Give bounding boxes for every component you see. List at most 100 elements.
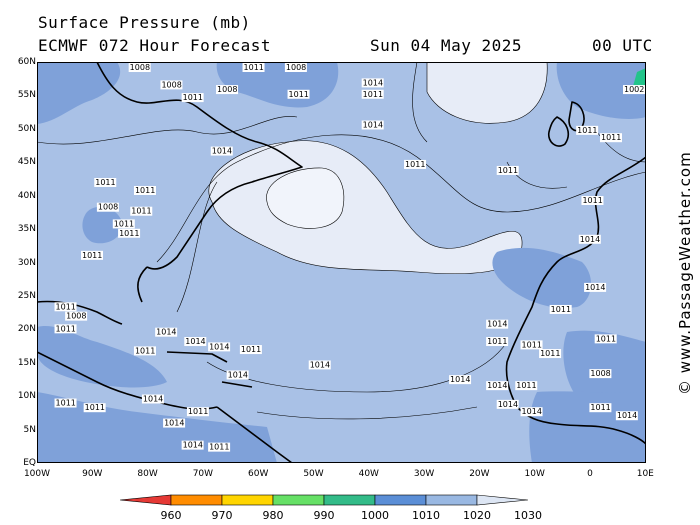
lon-label: 40W	[358, 469, 379, 479]
lat-label: 50N	[17, 123, 36, 134]
map-frame	[37, 62, 646, 463]
lon-label: 20W	[469, 469, 490, 479]
isobar-label-text: 1014	[450, 375, 470, 384]
isobar-label-text: 1011	[135, 186, 155, 195]
isobar-label-text: 1014	[580, 235, 600, 244]
isobar-label: 1008	[589, 369, 612, 379]
lat-label: EQ	[23, 458, 36, 468]
isobar-label: 1008	[96, 202, 119, 212]
isobar-label-text: 1011	[56, 399, 76, 408]
legend-label: 960	[160, 509, 182, 522]
lat-label: 40N	[17, 190, 36, 201]
isobar-label: 1008	[65, 311, 88, 321]
lon-label: 30W	[413, 469, 435, 479]
lon-label: 50W	[303, 469, 324, 479]
isobar-label: 1011	[520, 340, 543, 350]
isobar-label: 1011	[549, 304, 572, 314]
isobar-label: 1011	[496, 165, 519, 175]
isobar-label-text: 1011	[82, 251, 102, 260]
isobar-label: 1011	[81, 250, 104, 260]
isobar-label-text: 1011	[131, 207, 151, 216]
isobar-label-text: 1014	[617, 411, 637, 420]
legend-label: 990	[313, 509, 335, 522]
pressure-map[interactable]: 1008 1011 10081008101110081011101410111014…	[37, 62, 646, 463]
isobar-label: 1002	[623, 85, 645, 95]
isobar-label: 1011	[94, 177, 117, 187]
isobar-label: 1008	[128, 63, 151, 73]
isobar-label-text: 1011	[56, 324, 76, 333]
isobar-label-text: 1014	[487, 320, 507, 329]
valid-time: 00 UTC	[592, 36, 653, 55]
isobar-label-text: 1014	[156, 328, 176, 337]
lat-label: 55N	[17, 90, 36, 101]
isobar-label-text: 1011	[577, 126, 597, 135]
isobar-label: 1014	[578, 234, 601, 244]
isobar-label: 1014	[496, 399, 519, 409]
isobar-label-text: 1011	[183, 93, 203, 102]
isobar-label-text: 1011	[114, 219, 134, 228]
isobar-label-text: 1011	[56, 302, 76, 311]
isobar-label: 1011	[287, 89, 310, 99]
lon-label: 10W	[524, 469, 545, 479]
legend-label: 1010	[412, 509, 440, 522]
isobar-label: 1011	[361, 89, 384, 99]
isobar-label: 1011	[130, 206, 153, 216]
isobar-label: 1011	[539, 349, 562, 359]
isobar-label-text: 1008	[590, 369, 610, 378]
isobar-label-text: 1011	[551, 305, 571, 314]
isobar-label-text: 1011	[85, 403, 105, 412]
isobar-label: 1011	[54, 302, 77, 312]
isobar-label-text: 1014	[363, 78, 383, 87]
isobar-label-text: 1011	[582, 196, 602, 205]
lat-label: 30N	[17, 257, 36, 268]
legend-label: 970	[211, 509, 233, 522]
isobar-label: 1011	[486, 337, 509, 347]
isobar-label-text: 1014	[585, 283, 605, 292]
isobar-label: 1011	[112, 219, 135, 229]
legend-swatch	[170, 494, 223, 506]
isobar-label: 1011	[208, 442, 231, 452]
isobar-label: 1014	[486, 381, 509, 391]
isobar-label-text: 1008	[130, 63, 150, 72]
legend-label: 1030	[514, 509, 542, 522]
isobar-label: 1011	[242, 63, 265, 72]
lat-label: 20N	[17, 324, 36, 335]
isobar-label: 1011	[576, 126, 599, 135]
isobar-label-text: 1011	[540, 349, 560, 358]
isobar-label-text: 1011	[487, 337, 507, 346]
high-pressure-area	[208, 62, 548, 275]
isobar-label: 1011	[599, 133, 622, 143]
isobar-label-text: 1008	[98, 203, 118, 212]
legend-right-arrow	[476, 494, 529, 506]
isobar-label-text: 1008	[161, 80, 181, 89]
isobar-label: 1011	[594, 334, 617, 344]
legend-swatch	[323, 494, 376, 506]
isobar-label-text: 1014	[183, 441, 203, 450]
isobar-label-text: 1008	[217, 85, 237, 94]
isobar-label-text: 1014	[228, 370, 248, 379]
legend-label: 980	[262, 509, 284, 522]
isobar-label-text: 1014	[143, 395, 163, 404]
lat-label: 35N	[17, 224, 36, 235]
isobar-label-text: 1008	[66, 312, 86, 321]
isobar-label: 1014	[308, 360, 331, 370]
lat-label: 45N	[17, 157, 36, 168]
isobar-label-text: 1011	[405, 160, 425, 169]
watermark: © www.PassageWeather.com	[676, 151, 694, 395]
lon-label: 100W	[23, 469, 51, 479]
valid-date: Sun 04 May 2025	[370, 36, 522, 55]
isobar-label-text: 1014	[498, 400, 518, 409]
isobar-label-text: 1011	[590, 403, 610, 412]
isobar-label: 1008	[216, 85, 239, 95]
lat-label: 5N	[23, 424, 36, 435]
isobar-label: 1014	[361, 120, 384, 130]
model-label: ECMWF 072 Hour Forecast	[38, 36, 272, 55]
isobar-label: 1011	[515, 381, 538, 391]
lat-label: 15N	[17, 357, 36, 368]
isobar-label: 1014	[208, 342, 231, 352]
isobar-label-text: 1011	[241, 345, 261, 354]
isobar-label-text: 1011	[516, 381, 536, 390]
isobar-label: 1014	[163, 418, 186, 428]
isobar-labels: 1008 1011 10081008101110081011101410111014…	[54, 63, 645, 452]
legend-left-arrow	[119, 494, 172, 506]
